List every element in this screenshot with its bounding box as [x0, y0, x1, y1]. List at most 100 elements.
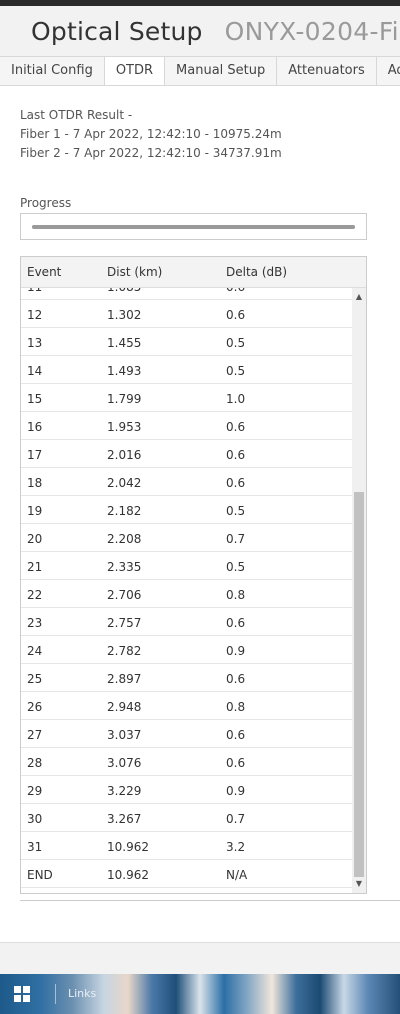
table-row[interactable]: 22 2.706 0.8 — [21, 580, 352, 608]
delta-cell: N/A — [226, 868, 248, 882]
otdr-result-summary: Last OTDR Result - Fiber 1 - 7 Apr 2022,… — [20, 106, 282, 163]
delta-cell: 0.6 — [226, 616, 246, 630]
table-row[interactable]: END 10.962 N/A — [21, 860, 352, 888]
fiber2-result: Fiber 2 - 7 Apr 2022, 12:42:10 - 34737.9… — [20, 146, 282, 160]
delta-cell: 0.5 — [226, 364, 246, 378]
event-cell: 23 — [27, 616, 43, 630]
event-cell: 21 — [27, 560, 43, 574]
page-title: Optical Setup — [31, 16, 203, 46]
table-row[interactable]: 21 2.335 0.5 — [21, 552, 352, 580]
tab-advanced[interactable]: Advanced — [377, 57, 400, 85]
app-header: Optical Setup ONYX-0204-Fiber — [0, 6, 400, 56]
table-row[interactable]: 12 1.302 0.6 — [21, 300, 352, 328]
progress-label: Progress — [20, 196, 72, 210]
table-row[interactable]: 29 3.229 0.9 — [21, 776, 352, 804]
table-row[interactable]: 15 1.799 1.0 — [21, 384, 352, 412]
distance-cell: 1.455 — [107, 336, 142, 350]
table-row[interactable]: 16 1.953 0.6 — [21, 412, 352, 440]
tab-manual-setup[interactable]: Manual Setup — [165, 57, 278, 85]
event-cell: 17 — [27, 448, 43, 462]
distance-cell: 3.076 — [107, 756, 142, 770]
delta-cell: 0.9 — [226, 644, 246, 658]
tab-attenuators[interactable]: Attenuators — [277, 57, 377, 85]
distance-cell: 3.229 — [107, 784, 142, 798]
event-cell: 16 — [27, 420, 43, 434]
distance-cell: 2.757 — [107, 616, 142, 630]
delta-cell: 0.6 — [226, 476, 246, 490]
event-cell: 19 — [27, 504, 43, 518]
table-header: Event Dist (km) Delta (dB) — [21, 257, 366, 288]
windows-start-icon[interactable] — [14, 986, 30, 1002]
table-row[interactable]: 28 3.076 0.6 — [21, 748, 352, 776]
event-cell: 20 — [27, 532, 43, 546]
distance-cell: 2.208 — [107, 532, 142, 546]
event-cell: 22 — [27, 588, 43, 602]
distance-cell: 2.335 — [107, 560, 142, 574]
table-row[interactable]: 18 2.042 0.6 — [21, 468, 352, 496]
distance-cell: 10.962 — [107, 868, 149, 882]
table-row[interactable]: 30 3.267 0.7 — [21, 804, 352, 832]
delta-cell: 0.9 — [226, 784, 246, 798]
table-row[interactable]: 20 2.208 0.7 — [21, 524, 352, 552]
distance-cell: 3.037 — [107, 728, 142, 742]
table-row[interactable]: 19 2.182 0.5 — [21, 496, 352, 524]
table-row[interactable]: 26 2.948 0.8 — [21, 692, 352, 720]
event-cell: 25 — [27, 672, 43, 686]
table-row[interactable]: 27 3.037 0.6 — [21, 720, 352, 748]
table-row[interactable]: 25 2.897 0.6 — [21, 664, 352, 692]
table-row[interactable]: 17 2.016 0.6 — [21, 440, 352, 468]
event-cell: 27 — [27, 728, 43, 742]
taskbar-divider — [55, 984, 56, 1004]
table-row[interactable]: 11 1.085 0.6 — [21, 288, 352, 300]
delta-cell: 0.6 — [226, 756, 246, 770]
delta-cell: 1.0 — [226, 392, 246, 406]
event-cell: 24 — [27, 644, 43, 658]
distance-cell: 2.042 — [107, 476, 142, 490]
result-heading: Last OTDR Result - — [20, 108, 133, 122]
table-row[interactable]: 13 1.455 0.5 — [21, 328, 352, 356]
column-header-event[interactable]: Event — [27, 265, 62, 279]
footer-divider — [0, 942, 400, 943]
table-body[interactable]: 11 1.085 0.6 12 1.302 0.6 13 1.455 0.5 14 1.493 0.5… — [21, 288, 352, 893]
progress-bar — [20, 213, 367, 240]
delta-cell: 0.7 — [226, 532, 246, 546]
scrollbar-thumb[interactable] — [354, 492, 364, 877]
tab-initial-config[interactable]: Initial Config — [0, 57, 105, 85]
delta-cell: 0.5 — [226, 504, 246, 518]
delta-cell: 0.5 — [226, 336, 246, 350]
table-scrollbar[interactable]: ▲ ▼ — [352, 288, 366, 893]
table-row[interactable]: 24 2.782 0.9 — [21, 636, 352, 664]
delta-cell: 0.8 — [226, 700, 246, 714]
table-row[interactable]: 31 10.962 3.2 — [21, 832, 352, 860]
column-header-delta[interactable]: Delta (dB) — [226, 265, 288, 279]
event-cell: END — [27, 868, 53, 882]
event-cell: 26 — [27, 700, 43, 714]
event-cell: 15 — [27, 392, 43, 406]
delta-cell: 0.5 — [226, 560, 246, 574]
delta-cell: 0.6 — [226, 308, 246, 322]
distance-cell: 1.953 — [107, 420, 142, 434]
event-cell: 31 — [27, 840, 43, 854]
fiber1-result: Fiber 1 - 7 Apr 2022, 12:42:10 - 10975.2… — [20, 127, 282, 141]
distance-cell: 10.962 — [107, 840, 149, 854]
scroll-down-arrow-icon[interactable]: ▼ — [355, 879, 363, 888]
delta-cell: 3.2 — [226, 840, 246, 854]
scroll-up-arrow-icon[interactable]: ▲ — [355, 292, 363, 301]
distance-cell: 1.799 — [107, 392, 142, 406]
column-header-dist[interactable]: Dist (km) — [107, 265, 163, 279]
event-cell: 18 — [27, 476, 43, 490]
table-row[interactable]: 14 1.493 0.5 — [21, 356, 352, 384]
delta-cell: 0.6 — [226, 420, 246, 434]
taskbar: Links — [0, 974, 400, 1014]
tab-bar: Initial Config OTDR Manual Setup Attenua… — [0, 56, 400, 86]
taskbar-links-toolbar[interactable]: Links — [68, 987, 97, 1000]
distance-cell: 2.782 — [107, 644, 142, 658]
delta-cell: 0.6 — [226, 448, 246, 462]
event-cell: 13 — [27, 336, 43, 350]
table-row[interactable]: 23 2.757 0.6 — [21, 608, 352, 636]
delta-cell: 0.6 — [226, 288, 245, 294]
tab-otdr[interactable]: OTDR — [104, 57, 166, 85]
event-cell: 14 — [27, 364, 43, 378]
distance-cell: 2.897 — [107, 672, 142, 686]
distance-cell: 3.267 — [107, 812, 142, 826]
